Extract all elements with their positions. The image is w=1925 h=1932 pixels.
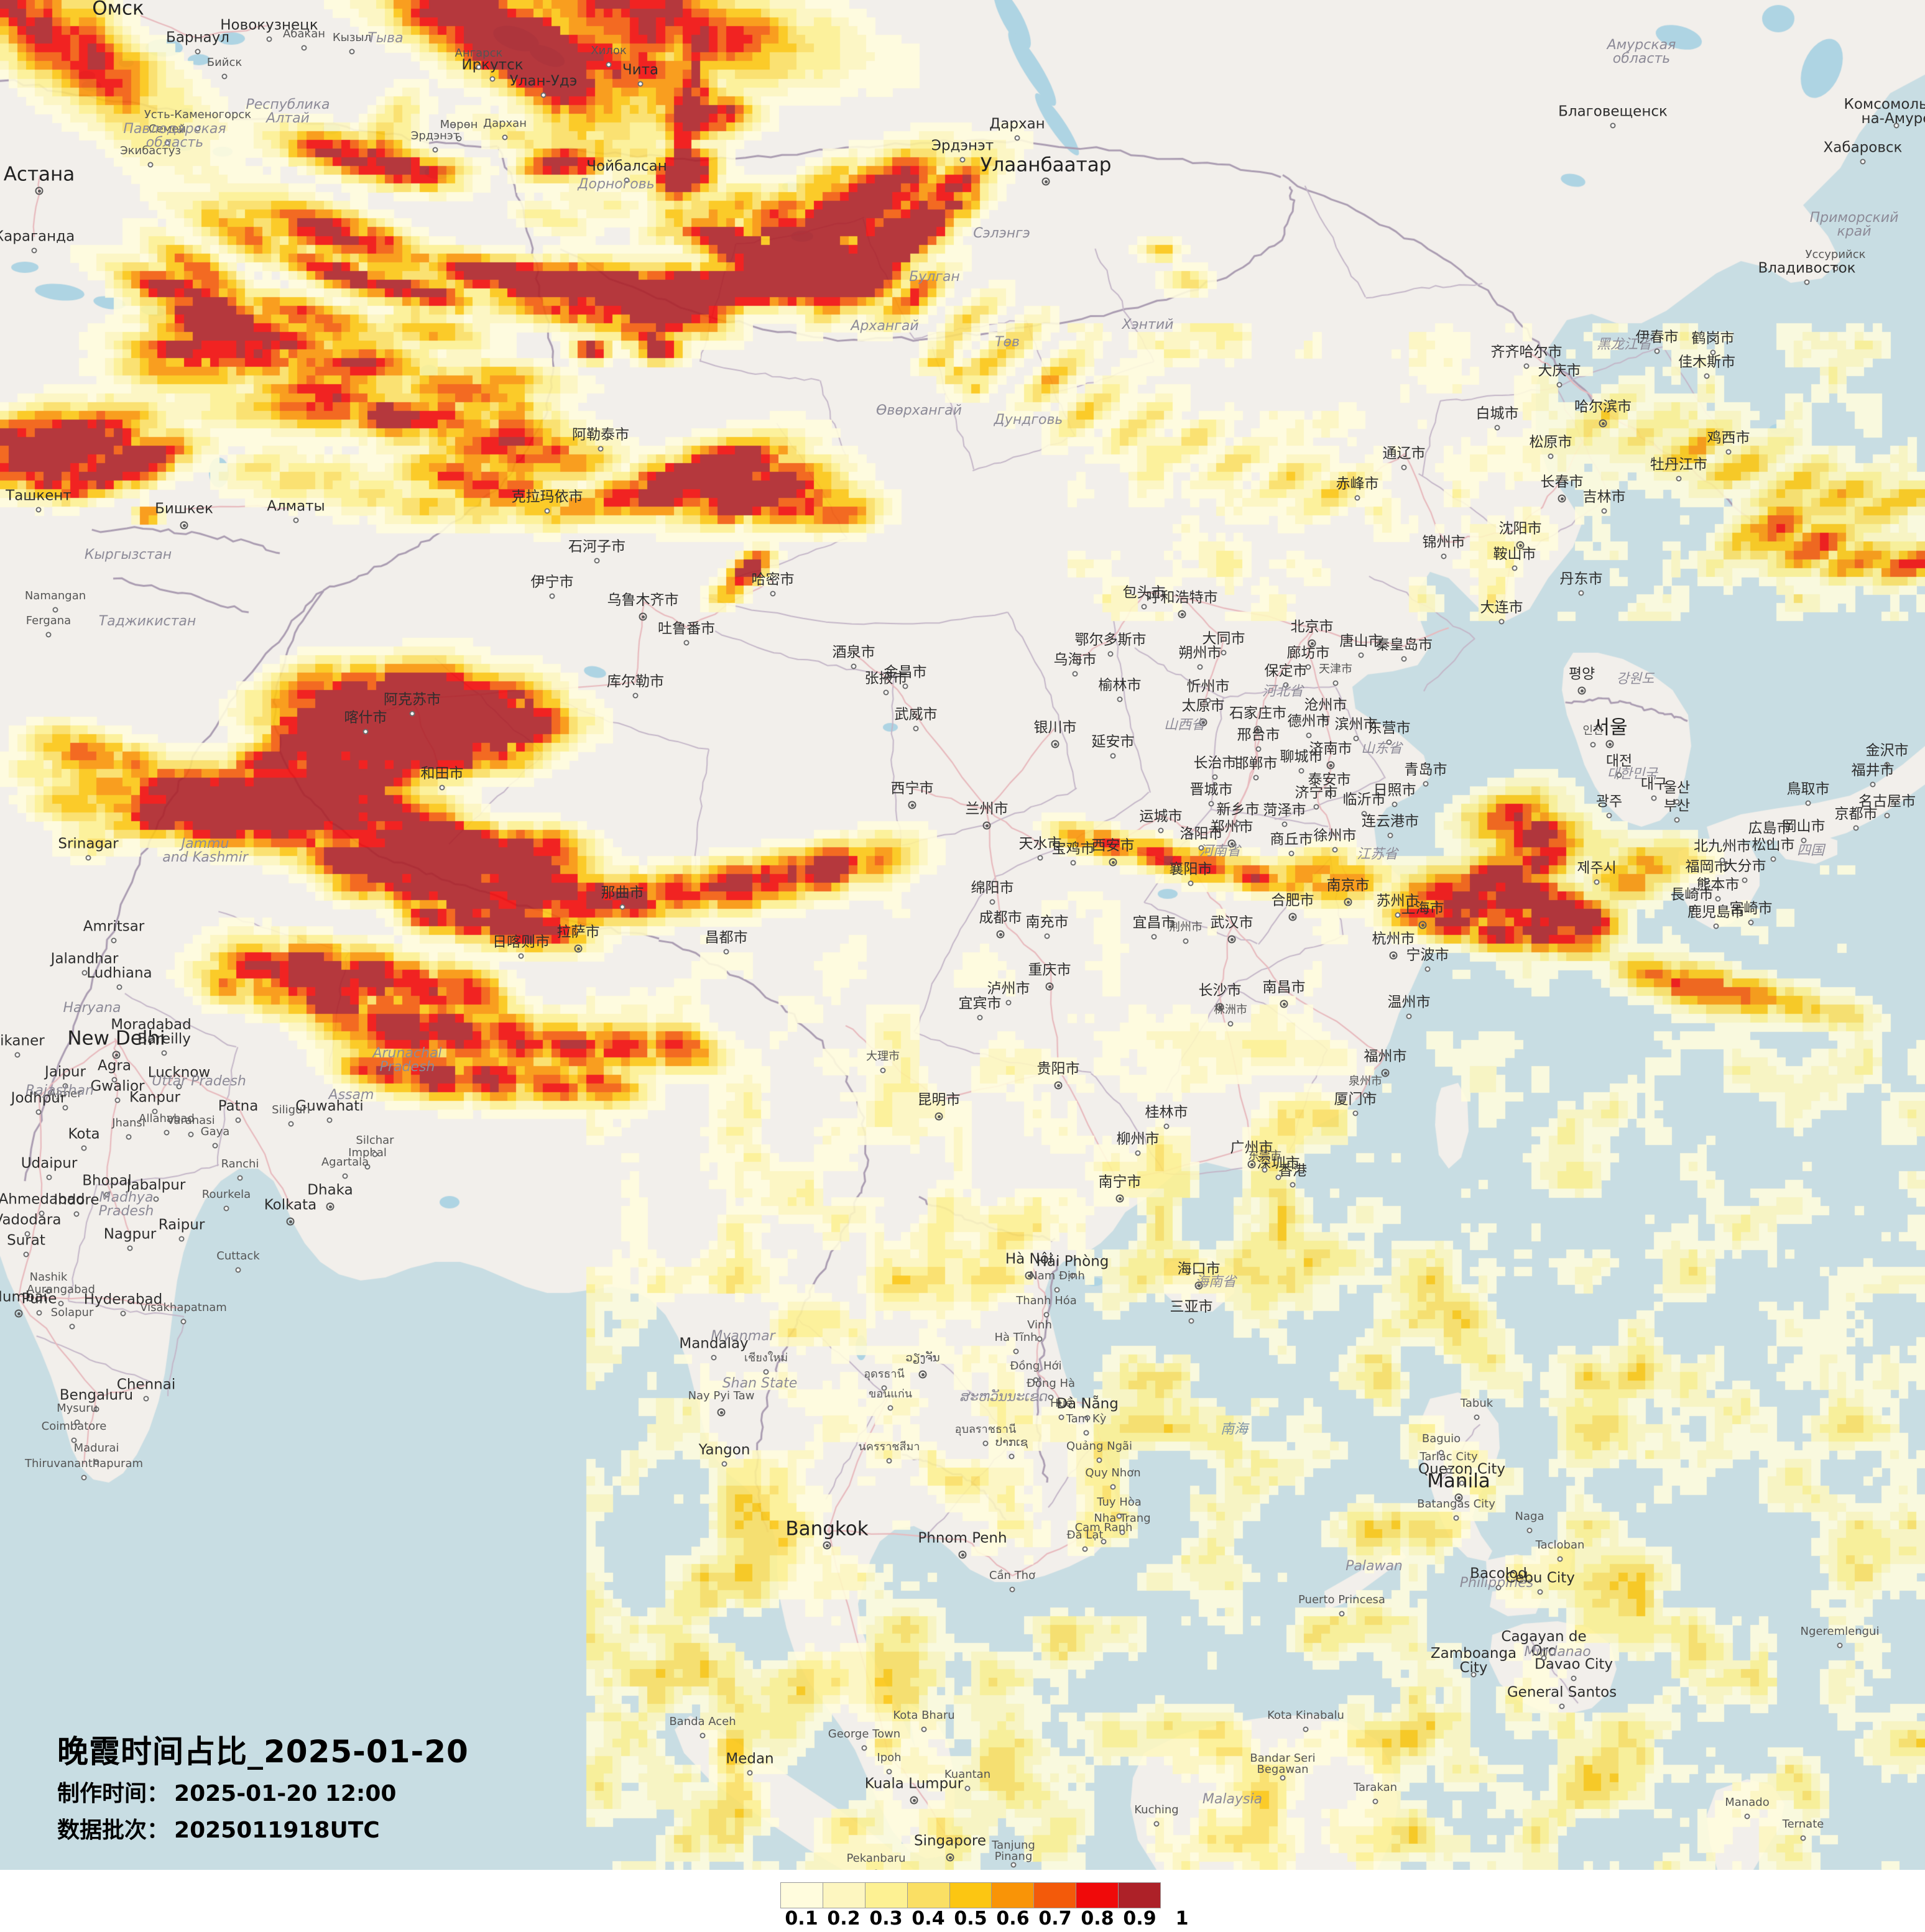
colorbar-tick-0-4: 0.4: [912, 1908, 945, 1930]
colorbar-tick-0-9: 0.9: [1123, 1908, 1156, 1930]
data-batch-value: 2025011918UTC: [174, 1818, 380, 1844]
colorbar-swatch-6: [992, 1883, 1035, 1908]
data-batch-row: 数据批次： 2025011918UTC: [57, 1819, 469, 1842]
colorbar-swatch-2: [823, 1883, 866, 1908]
colorbar-swatch-1: [781, 1883, 823, 1908]
colorbar-swatches: [780, 1882, 1161, 1908]
colorbar-swatch-4: [907, 1883, 950, 1908]
colorbar-swatch-3: [865, 1883, 908, 1908]
page-title: 晚霞时间占比_2025-01-20: [57, 1734, 469, 1770]
colorbar-tick-0-8: 0.8: [1081, 1908, 1114, 1930]
title-block: 晚霞时间占比_2025-01-20 制作时间： 2025-01-20 12:00 …: [57, 1736, 469, 1842]
colorbar-tick-0-1: 0.1: [785, 1908, 818, 1930]
colorbar-legend: 0.1 0.2 0.3 0.4 0.5 0.6 0.7 0.8 0.9 1: [0, 1872, 1925, 1932]
colorbar-swatch-7: [1034, 1883, 1077, 1908]
colorbar-tick-0-7: 0.7: [1038, 1908, 1072, 1930]
produced-time-value: 2025-01-20 12:00: [174, 1780, 397, 1806]
colorbar-tick-1: 1: [1175, 1908, 1189, 1930]
colorbar-tick-0-6: 0.6: [996, 1908, 1030, 1930]
produced-time-label: 制作时间：: [57, 1780, 170, 1806]
colorbar-tick-0-3: 0.3: [869, 1908, 903, 1930]
data-batch-label: 数据批次：: [57, 1818, 170, 1844]
colorbar-tick-labels: 0.1 0.2 0.3 0.4 0.5 0.6 0.7 0.8 0.9 1: [780, 1908, 1188, 1931]
colorbar-swatch-9: [1119, 1883, 1161, 1908]
colorbar-tick-0-2: 0.2: [827, 1908, 861, 1930]
map-viewport[interactable]: Омск Новокузнецк Бийск Барнаул Абакан Республ…: [0, 0, 1925, 1870]
colorbar-swatch-5: [949, 1883, 992, 1908]
produced-time-row: 制作时间： 2025-01-20 12:00: [57, 1782, 469, 1806]
colorbar-swatch-8: [1076, 1883, 1119, 1908]
sunset-glow-overlay-canvas: [0, 0, 1925, 1870]
colorbar-tick-0-5: 0.5: [954, 1908, 987, 1930]
